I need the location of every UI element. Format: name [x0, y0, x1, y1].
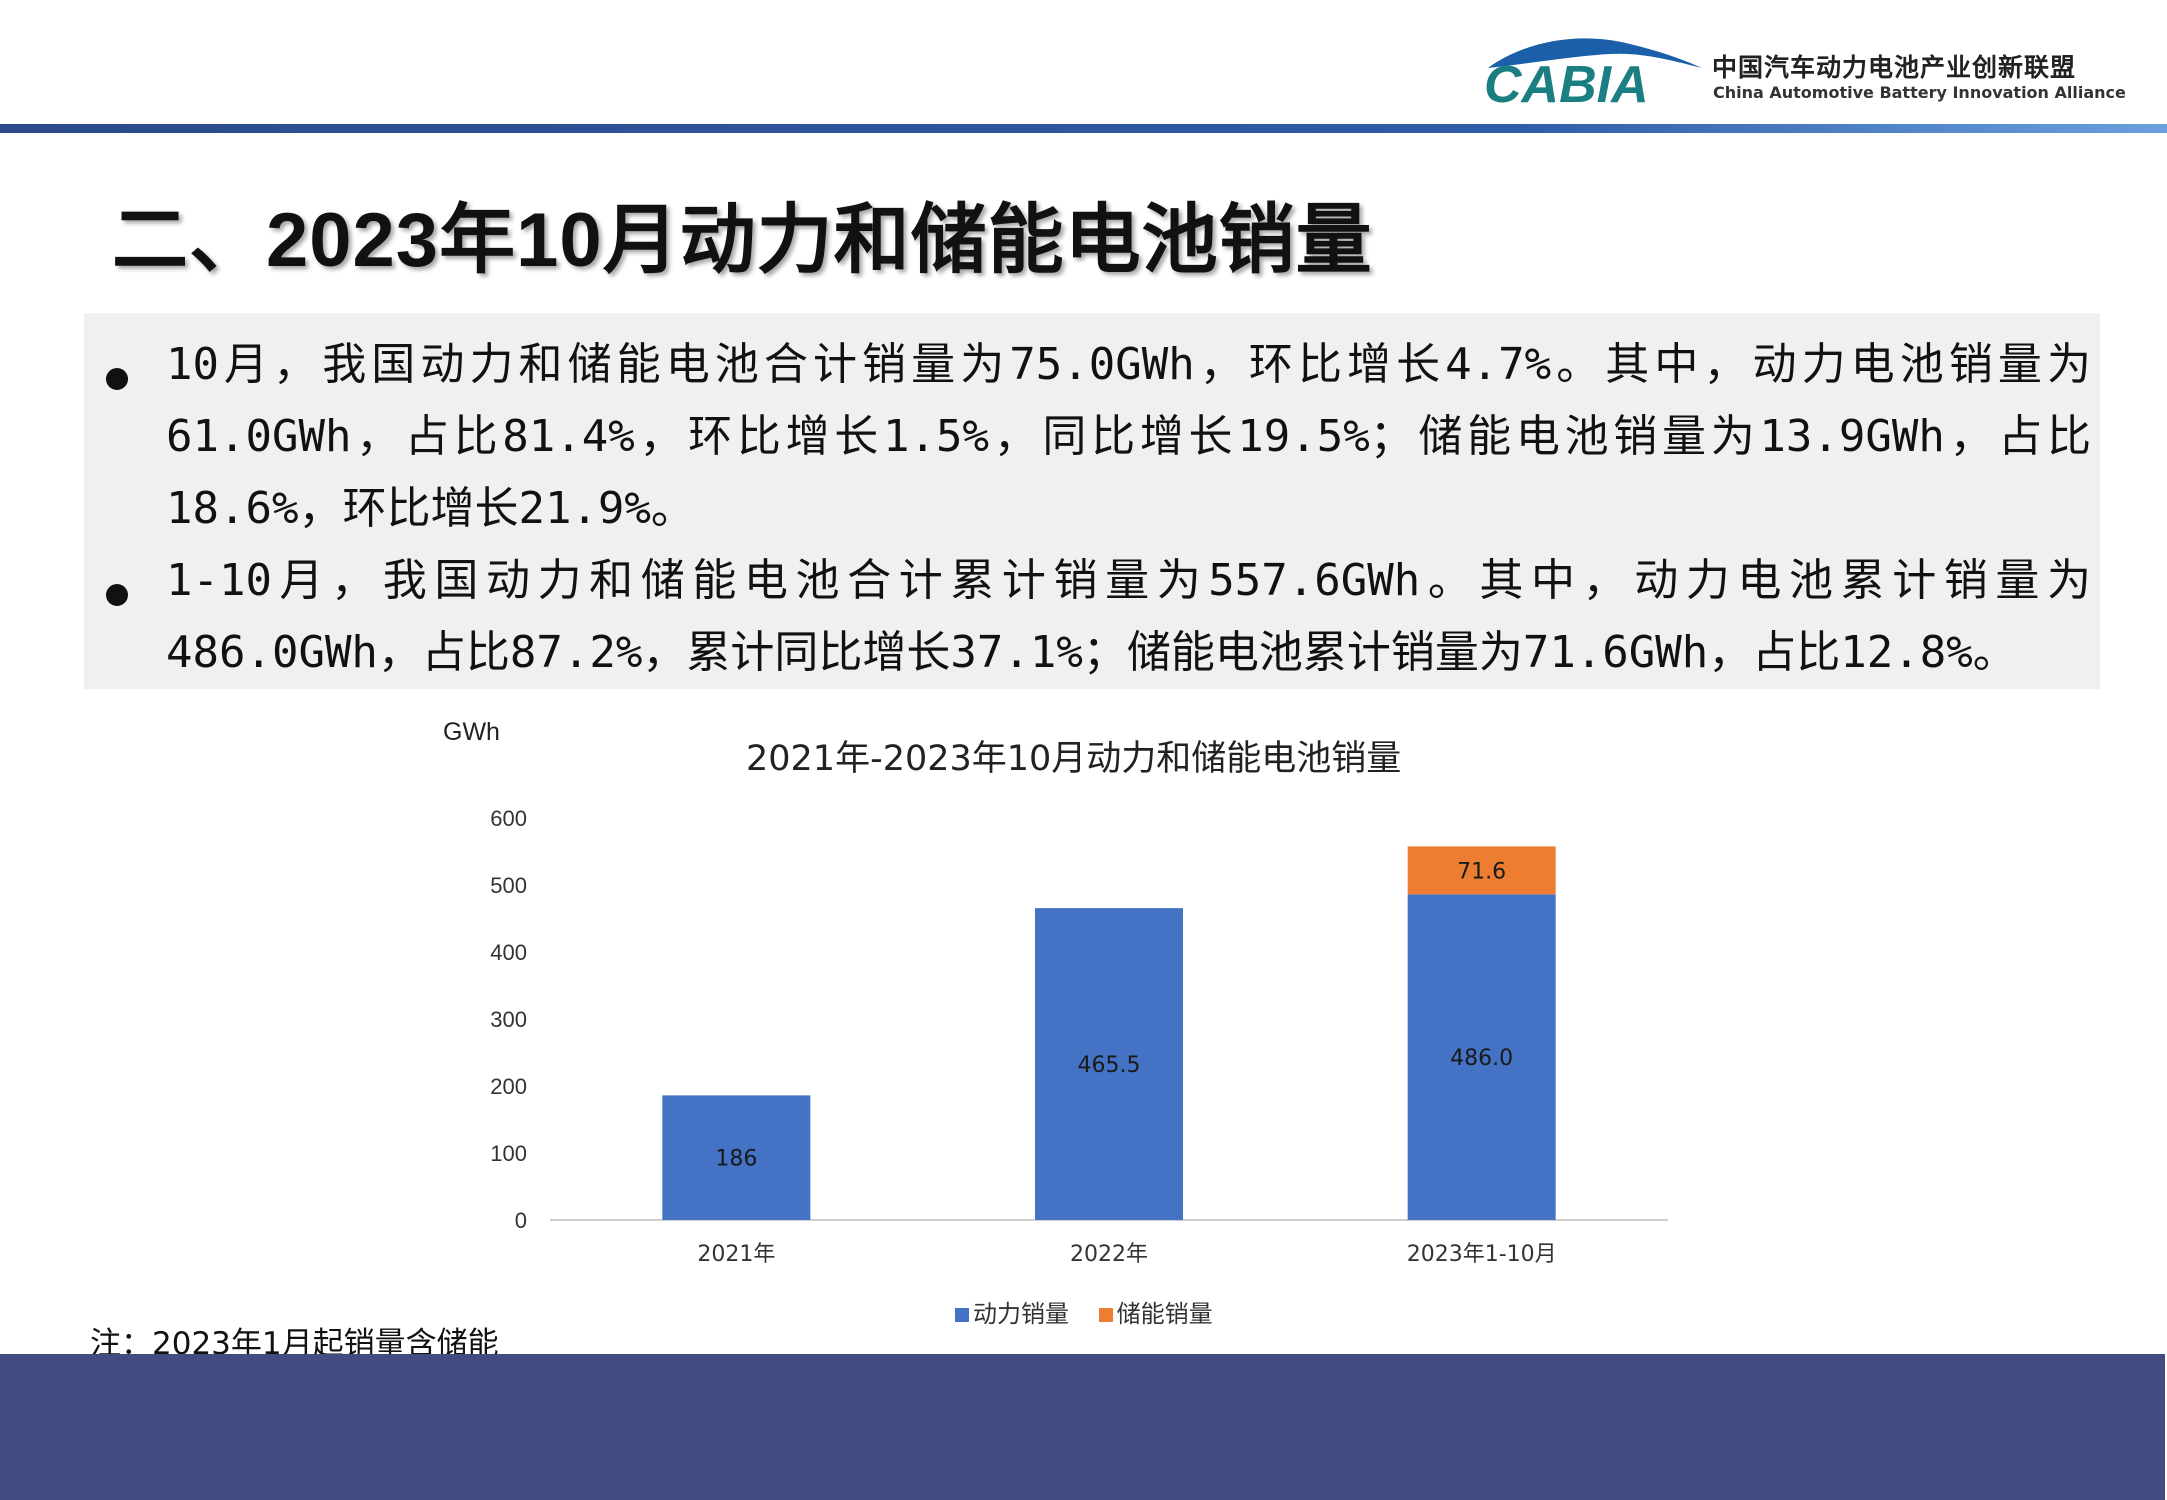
org-name-en: China Automotive Battery Innovation Alli… — [1713, 83, 2126, 102]
y-tick-label: 300 — [490, 1007, 527, 1032]
y-tick-label: 100 — [490, 1141, 527, 1166]
bullet-icon — [106, 584, 128, 606]
y-tick-label: 400 — [490, 940, 527, 965]
car-logo-icon: CABIA — [1484, 38, 1702, 110]
bar-power — [662, 1095, 811, 1220]
legend-item-power: 动力销量 — [955, 1294, 1069, 1329]
data-label-power: 486.0 — [1450, 1046, 1513, 1071]
legend-swatch-power — [955, 1308, 969, 1322]
bullet-text: 10月，我国动力和储能电池合计销量为75.0GWh，环比增长4.7%。其中，动力… — [166, 339, 2091, 534]
y-tick-label: 200 — [490, 1074, 527, 1099]
logo-text: CABIA — [1484, 56, 1649, 110]
bar-power — [1035, 908, 1183, 1220]
y-axis-unit: GWh — [443, 718, 500, 746]
data-label-power: 465.5 — [1078, 1053, 1141, 1078]
legend-label-storage: 储能销量 — [1116, 1300, 1213, 1328]
legend-item-storage: 储能销量 — [1098, 1294, 1213, 1329]
header-rule — [0, 124, 2167, 133]
x-tick-label: 2022年 — [1070, 1242, 1148, 1267]
footer-band — [0, 1354, 2165, 1500]
bullet-text: 1-10月，我国动力和储能电池合计累计销量为557.6GWh。其中，动力电池累计… — [166, 555, 2091, 678]
legend-swatch-storage — [1098, 1308, 1113, 1322]
page-title: 二、2023年10月动力和储能电池销量 — [112, 198, 1373, 283]
chart-legend: 动力销量 储能销量 — [955, 1294, 1235, 1329]
data-label-power: 186 — [715, 1147, 757, 1172]
bullet-icon — [106, 368, 128, 390]
y-tick-label: 0 — [515, 1208, 527, 1233]
header-logo: CABIA 中国汽车动力电池产业创新联盟 China Automotive Ba… — [1480, 30, 2126, 110]
y-tick-label: 600 — [490, 806, 527, 831]
summary-box: 10月，我国动力和储能电池合计销量为75.0GWh，环比增长4.7%。其中，动力… — [84, 313, 2100, 689]
data-label-storage: 71.6 — [1457, 859, 1506, 884]
bar-storage — [1407, 846, 1556, 895]
x-tick-label: 2023年1-10月 — [1407, 1242, 1557, 1267]
org-name-cn: 中国汽车动力电池产业创新联盟 — [1712, 53, 2077, 82]
chart-title: 2021年-2023年10月动力和储能电池销量 — [746, 739, 1402, 779]
bar-power — [1407, 894, 1556, 1220]
y-tick-label: 500 — [490, 873, 527, 898]
legend-label-power: 动力销量 — [973, 1300, 1069, 1328]
x-tick-label: 2021年 — [697, 1242, 775, 1267]
